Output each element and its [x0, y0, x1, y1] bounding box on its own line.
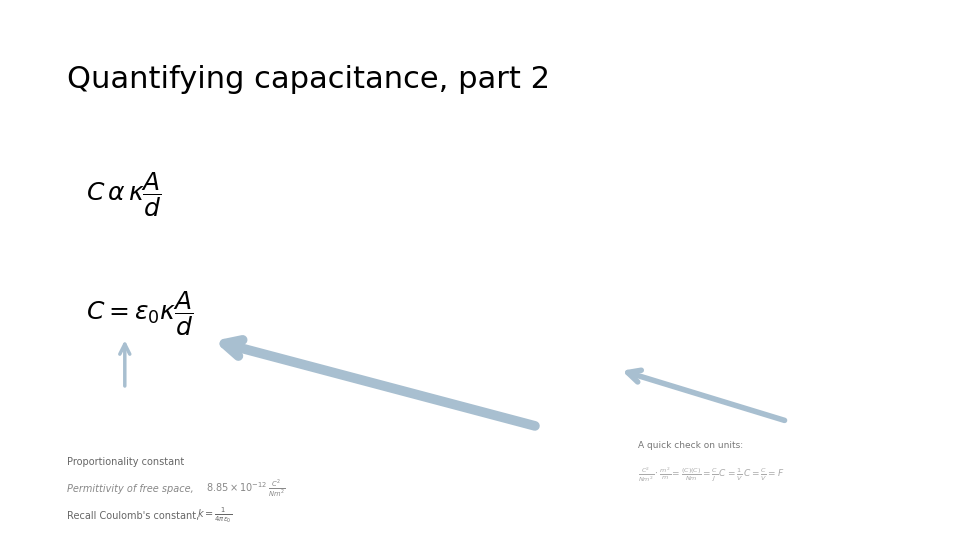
Text: Quantifying capacitance, part 2: Quantifying capacitance, part 2	[67, 65, 550, 94]
Text: Recall Coulomb's constant,: Recall Coulomb's constant,	[67, 511, 203, 521]
Text: $C = \epsilon_0 \kappa\dfrac{A}{d}$: $C = \epsilon_0 \kappa\dfrac{A}{d}$	[86, 289, 194, 338]
Text: $\frac{C^2}{Nm^2}\cdot\frac{m^2}{m} = \frac{(C)(C)}{Nm} = \frac{C}{J}\,C = \frac: $\frac{C^2}{Nm^2}\cdot\frac{m^2}{m} = \f…	[638, 466, 785, 484]
Text: $8.85 \times 10^{-12}\,\frac{C^2}{Nm^2}$: $8.85 \times 10^{-12}\,\frac{C^2}{Nm^2}$	[206, 478, 286, 499]
Text: $k = \frac{1}{4\pi\epsilon_0}$: $k = \frac{1}{4\pi\epsilon_0}$	[197, 506, 231, 525]
Text: Proportionality constant: Proportionality constant	[67, 457, 184, 467]
Text: A quick check on units:: A quick check on units:	[638, 441, 744, 450]
Text: Permittivity of free space,: Permittivity of free space,	[67, 484, 197, 494]
Text: $C\, \alpha\, \kappa\dfrac{A}{d}$: $C\, \alpha\, \kappa\dfrac{A}{d}$	[86, 170, 162, 219]
